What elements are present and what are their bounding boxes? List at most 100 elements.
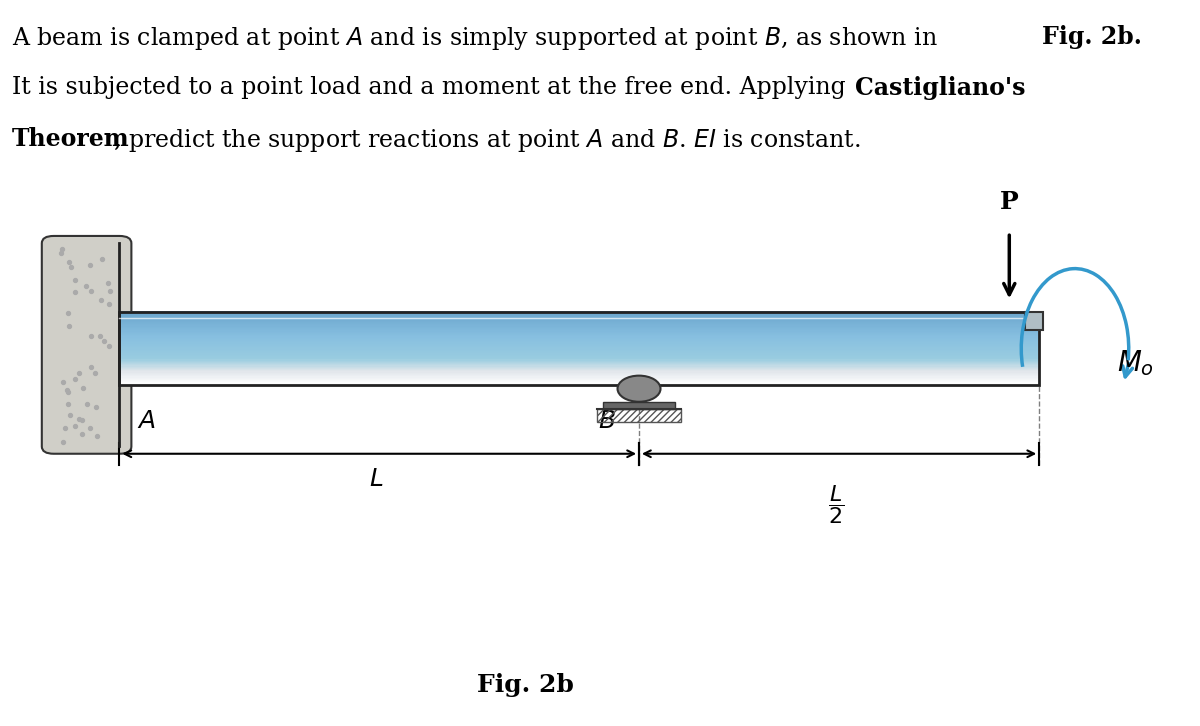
Point — [73, 415, 92, 426]
Bar — [598, 409, 680, 422]
Point — [92, 253, 112, 264]
Point — [77, 280, 96, 291]
Text: $\mathit{L}$: $\mathit{L}$ — [370, 468, 384, 492]
Bar — [120, 321, 1039, 323]
Bar — [120, 339, 1039, 341]
Bar — [120, 349, 1039, 351]
Bar — [120, 353, 1039, 354]
Point — [98, 340, 118, 351]
Bar — [120, 382, 1039, 383]
Text: P: P — [1000, 190, 1019, 214]
Point — [54, 436, 73, 448]
Point — [68, 367, 88, 379]
Bar — [120, 360, 1039, 362]
Point — [85, 367, 104, 378]
Point — [53, 244, 72, 256]
Bar — [120, 346, 1039, 347]
Point — [66, 286, 85, 298]
Point — [80, 423, 100, 434]
Bar — [120, 379, 1039, 381]
Point — [55, 423, 74, 434]
Bar — [604, 401, 674, 409]
Bar — [120, 328, 1039, 330]
Bar — [120, 367, 1039, 369]
Bar — [120, 313, 1039, 314]
Bar — [120, 322, 1039, 325]
Bar — [120, 320, 1039, 322]
Point — [66, 420, 85, 431]
Point — [60, 409, 79, 421]
Bar — [120, 337, 1039, 339]
Bar — [120, 311, 1039, 314]
Bar — [120, 373, 1039, 375]
Point — [77, 399, 96, 410]
Bar — [120, 378, 1039, 380]
Bar — [120, 344, 1039, 346]
Circle shape — [618, 375, 660, 401]
Bar — [120, 354, 1039, 356]
Bar — [120, 359, 1039, 361]
Bar — [120, 355, 1039, 357]
Bar — [120, 351, 1039, 354]
Bar — [120, 317, 1039, 318]
Bar — [120, 317, 1039, 319]
Point — [60, 256, 79, 268]
Point — [90, 330, 109, 342]
Text: Castigliano's: Castigliano's — [856, 76, 1026, 100]
Bar — [120, 346, 1039, 348]
Text: Fig. 2b.: Fig. 2b. — [1042, 25, 1141, 49]
Bar — [120, 335, 1039, 336]
Bar — [120, 380, 1039, 383]
Bar — [1025, 312, 1043, 330]
Text: , predict the support reactions at point $\mathit{A}$ and $\mathit{B}$. $\mathit: , predict the support reactions at point… — [114, 127, 860, 154]
Bar — [120, 315, 1039, 317]
Bar — [120, 364, 1039, 365]
Point — [91, 294, 110, 306]
Point — [53, 376, 72, 388]
Bar — [120, 361, 1039, 363]
Bar — [120, 333, 1039, 335]
Text: $\mathit{M_o}$: $\mathit{M_o}$ — [1117, 348, 1153, 378]
Bar — [120, 340, 1039, 343]
Point — [72, 428, 91, 440]
Point — [58, 386, 77, 398]
Bar — [120, 343, 1039, 345]
Text: Theorem: Theorem — [12, 127, 130, 151]
FancyBboxPatch shape — [42, 236, 131, 454]
Bar — [120, 383, 1039, 385]
Text: $\mathit{B}$: $\mathit{B}$ — [598, 410, 616, 433]
Bar — [120, 330, 1039, 332]
Point — [86, 401, 106, 412]
Bar — [120, 366, 1039, 368]
Point — [59, 398, 78, 409]
Text: $\mathit{A}$: $\mathit{A}$ — [137, 410, 156, 433]
Point — [88, 431, 107, 442]
Point — [52, 247, 71, 258]
Point — [70, 413, 89, 425]
Bar — [120, 331, 1039, 333]
Bar — [120, 338, 1039, 340]
Point — [80, 258, 100, 270]
Bar — [120, 335, 1039, 338]
Bar — [120, 375, 1039, 376]
Point — [61, 261, 80, 273]
Bar — [120, 357, 1039, 359]
Point — [80, 330, 100, 341]
Point — [82, 361, 101, 372]
Bar — [120, 372, 1039, 374]
Text: Fig. 2b: Fig. 2b — [478, 673, 574, 697]
Point — [65, 373, 84, 385]
Point — [65, 274, 84, 286]
Bar — [120, 325, 1039, 327]
Bar — [120, 326, 1039, 328]
Bar — [120, 364, 1039, 367]
Point — [100, 298, 119, 310]
Point — [60, 320, 79, 332]
Point — [73, 382, 92, 393]
Point — [98, 277, 118, 289]
Point — [58, 307, 77, 319]
Point — [100, 285, 119, 297]
Bar — [120, 377, 1039, 379]
Bar — [120, 362, 1039, 364]
Bar — [120, 314, 1039, 316]
